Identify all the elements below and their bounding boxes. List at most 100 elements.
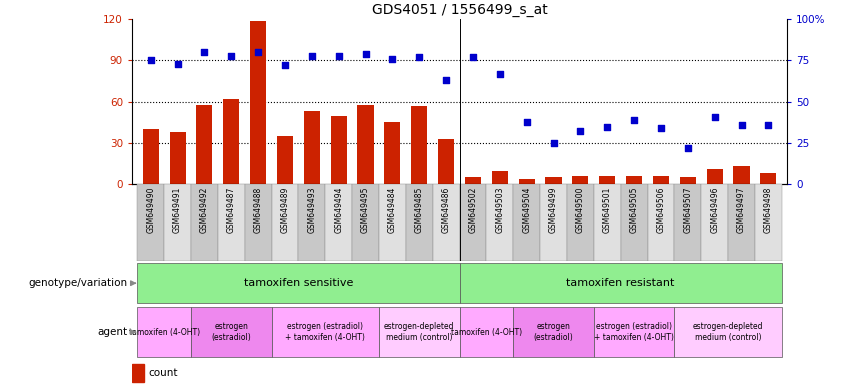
Point [332, 53, 346, 59]
Text: estrogen (estradiol)
+ tamoxifen (4-OHT): estrogen (estradiol) + tamoxifen (4-OHT) [285, 323, 365, 342]
FancyBboxPatch shape [620, 184, 648, 261]
Text: tamoxifen sensitive: tamoxifen sensitive [243, 278, 353, 288]
Bar [331, 116, 346, 184]
FancyBboxPatch shape [460, 184, 487, 261]
Text: tamoxifen (4-OHT): tamoxifen (4-OHT) [129, 328, 200, 337]
FancyBboxPatch shape [325, 184, 352, 261]
Text: GSM649485: GSM649485 [414, 187, 424, 233]
Bar [680, 177, 696, 184]
Bar [438, 139, 454, 184]
FancyBboxPatch shape [352, 184, 379, 261]
Point [251, 49, 265, 55]
Text: GSM649497: GSM649497 [737, 187, 746, 233]
Point [305, 53, 318, 59]
Bar [169, 132, 186, 184]
Bar [706, 169, 722, 184]
Point [225, 53, 238, 59]
Text: GSM649502: GSM649502 [468, 187, 477, 233]
Bar [304, 111, 320, 184]
Text: GSM649501: GSM649501 [603, 187, 612, 233]
Point [708, 114, 722, 120]
Point [574, 128, 587, 134]
Point [627, 117, 641, 123]
Bar [385, 122, 401, 184]
Bar [653, 176, 669, 184]
FancyBboxPatch shape [137, 307, 191, 358]
Title: GDS4051 / 1556499_s_at: GDS4051 / 1556499_s_at [372, 3, 547, 17]
Bar [573, 176, 588, 184]
Text: GSM649488: GSM649488 [254, 187, 263, 233]
Text: GSM649496: GSM649496 [711, 187, 719, 233]
Point [601, 124, 614, 130]
Text: GSM649491: GSM649491 [173, 187, 182, 233]
FancyBboxPatch shape [137, 184, 164, 261]
FancyBboxPatch shape [701, 184, 728, 261]
FancyBboxPatch shape [594, 307, 674, 358]
Bar [734, 166, 750, 184]
Bar [277, 136, 293, 184]
Point [654, 125, 668, 131]
Bar [197, 104, 213, 184]
Point [734, 122, 748, 128]
FancyBboxPatch shape [674, 307, 782, 358]
Bar [465, 177, 481, 184]
Bar [492, 170, 508, 184]
Point [466, 54, 480, 60]
Point [197, 49, 211, 55]
Text: tamoxifen resistant: tamoxifen resistant [567, 278, 675, 288]
FancyBboxPatch shape [137, 263, 460, 303]
FancyBboxPatch shape [648, 184, 674, 261]
Bar [357, 104, 374, 184]
Text: estrogen-depleted
medium (control): estrogen-depleted medium (control) [384, 323, 454, 342]
FancyBboxPatch shape [406, 184, 432, 261]
Text: GSM649489: GSM649489 [281, 187, 289, 233]
FancyBboxPatch shape [164, 184, 191, 261]
Point [386, 56, 399, 62]
Text: agent: agent [98, 327, 128, 337]
Bar [518, 179, 534, 184]
FancyBboxPatch shape [218, 184, 245, 261]
FancyBboxPatch shape [460, 307, 513, 358]
Bar [411, 106, 427, 184]
Point [413, 54, 426, 60]
Bar [143, 129, 159, 184]
Text: GSM649500: GSM649500 [576, 187, 585, 233]
Text: GSM649505: GSM649505 [630, 187, 638, 233]
FancyBboxPatch shape [245, 184, 271, 261]
Bar [223, 99, 239, 184]
Text: GSM649504: GSM649504 [523, 187, 531, 233]
FancyBboxPatch shape [487, 184, 513, 261]
Point [439, 77, 453, 83]
Bar [599, 176, 615, 184]
FancyBboxPatch shape [567, 184, 594, 261]
Point [681, 145, 694, 151]
Bar [545, 177, 562, 184]
FancyBboxPatch shape [379, 307, 460, 358]
Point [520, 119, 534, 125]
Text: estrogen (estradiol)
+ tamoxifen (4-OHT): estrogen (estradiol) + tamoxifen (4-OHT) [594, 323, 674, 342]
Text: GSM649506: GSM649506 [656, 187, 665, 233]
FancyBboxPatch shape [432, 184, 460, 261]
Bar [626, 176, 643, 184]
Point [493, 71, 506, 77]
FancyBboxPatch shape [191, 307, 271, 358]
Text: genotype/variation: genotype/variation [29, 278, 128, 288]
Bar [760, 173, 776, 184]
Point [144, 58, 157, 64]
Text: GSM649494: GSM649494 [334, 187, 343, 233]
FancyBboxPatch shape [299, 184, 325, 261]
FancyBboxPatch shape [540, 184, 567, 261]
FancyBboxPatch shape [513, 307, 594, 358]
Point [359, 51, 373, 57]
FancyBboxPatch shape [594, 184, 620, 261]
Text: GSM649503: GSM649503 [495, 187, 505, 233]
Text: estrogen-depleted
medium (control): estrogen-depleted medium (control) [693, 323, 763, 342]
FancyBboxPatch shape [191, 184, 218, 261]
Text: GSM649495: GSM649495 [361, 187, 370, 233]
Text: GSM649492: GSM649492 [200, 187, 208, 233]
Text: GSM649484: GSM649484 [388, 187, 397, 233]
FancyBboxPatch shape [460, 263, 782, 303]
Text: GSM649487: GSM649487 [226, 187, 236, 233]
Point [546, 140, 560, 146]
FancyBboxPatch shape [379, 184, 406, 261]
